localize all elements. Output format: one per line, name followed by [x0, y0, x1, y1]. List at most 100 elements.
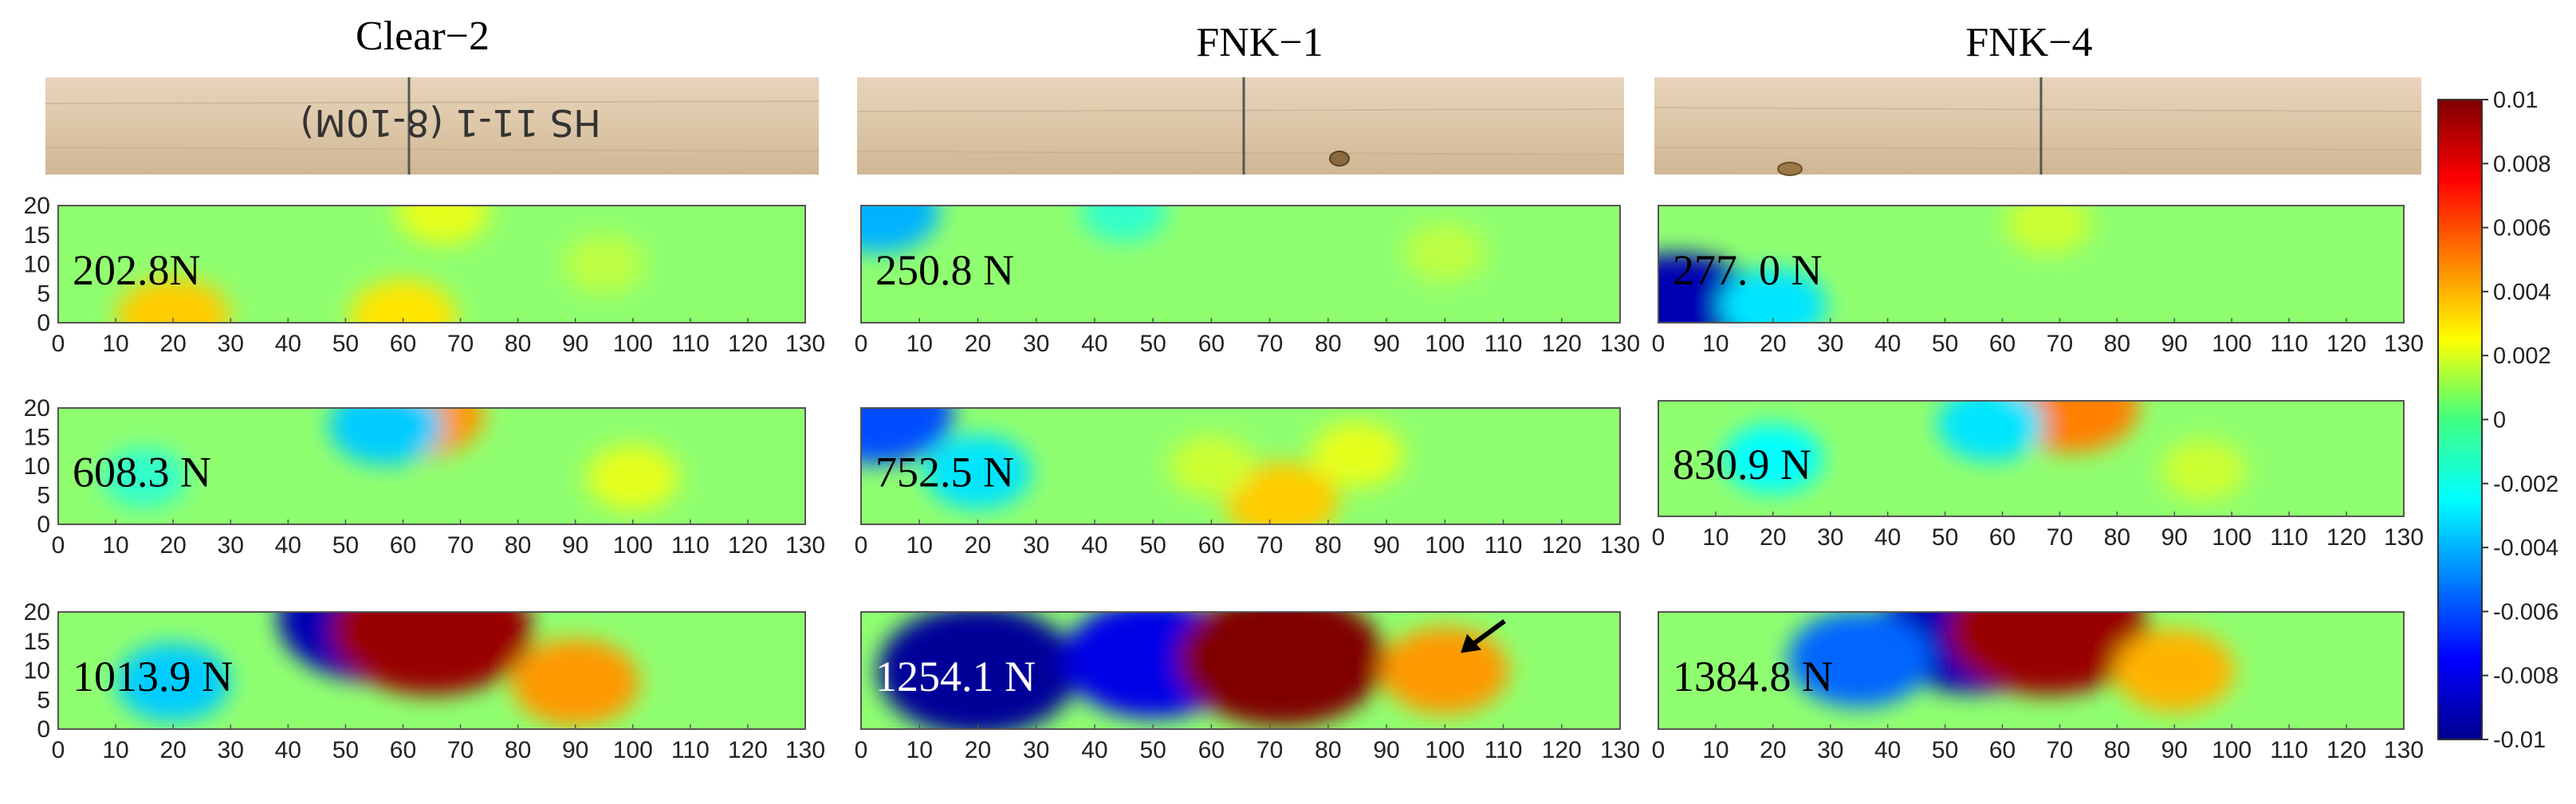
x-tick-label: 0: [855, 532, 868, 559]
heatmap-panel: 608.3 N0 10 20 30 40 50 60 70 80 90 100 110 120 13005…: [24, 395, 825, 559]
x-tick-label: 10: [1702, 737, 1728, 763]
strain-feature: [332, 612, 532, 696]
x-tick-label: 0: [1652, 524, 1666, 551]
x-tick-label: 90: [562, 532, 588, 559]
x-tick-label: 110: [671, 331, 710, 357]
x-tick-label: 40: [1874, 331, 1901, 357]
x-tick-label: 30: [1817, 524, 1843, 551]
heatmap-panel: 1384.8 N 0 10 20 30 40 50 60 70 80 90 100 110 120 130: [1652, 611, 2424, 763]
x-tick-label: 0: [855, 737, 868, 763]
panel-frame: [57, 611, 806, 730]
x-tick-label: 110: [1485, 331, 1523, 357]
x-tick-label: 100: [1425, 532, 1465, 559]
strain-feature: [101, 447, 187, 508]
x-tick-label: 100: [1425, 737, 1465, 763]
x-tick-label: 20: [965, 532, 991, 559]
x-tick-label: 110: [1485, 532, 1523, 559]
x-tick-label: 120: [728, 737, 768, 763]
x-tick-label: 50: [332, 532, 359, 559]
x-tick-label: 40: [1081, 532, 1107, 559]
x-tick-label: 60: [1198, 532, 1225, 559]
colorbar-tick-label: 0: [2493, 408, 2506, 433]
x-tick-label: 40: [275, 737, 301, 763]
x-tick-label: 120: [728, 331, 768, 357]
strain-feature: [2005, 206, 2091, 254]
x-tick-label: 40: [275, 331, 301, 357]
x-tick-label: 110: [671, 532, 710, 559]
x-tick-label: 110: [2270, 737, 2308, 763]
x-tick-label: 60: [390, 737, 416, 763]
load-label: 830.9 N: [1673, 441, 1811, 488]
x-tick-label: 50: [332, 737, 359, 763]
x-tick-label: 50: [1932, 737, 1958, 763]
y-tick-label: 0: [37, 716, 50, 743]
x-tick-label: 110: [1485, 737, 1523, 763]
colorbar-tick-label: 0.006: [2493, 216, 2551, 241]
strain-feature: [586, 445, 679, 511]
x-tick-label: 30: [218, 737, 244, 763]
x-tick-label: 60: [390, 331, 416, 357]
x-tick-label: 80: [1315, 737, 1341, 763]
strain-feature: [861, 408, 954, 465]
colorbar-tick-label: -0.004: [2493, 535, 2558, 561]
x-tick-label: 60: [1989, 737, 2016, 763]
x-tick-label: 80: [505, 331, 531, 357]
strain-feature: [861, 206, 939, 253]
strain-feature: [1787, 612, 1931, 708]
x-tick-label: 110: [2270, 331, 2308, 357]
y-tick-label: 15: [24, 222, 50, 249]
y-tick-label: 0: [37, 310, 50, 336]
specimen-photo-fnk-1: [856, 77, 1625, 175]
x-tick-label: 130: [785, 331, 825, 357]
x-tick-label: 10: [907, 532, 933, 559]
strain-feature: [1380, 626, 1509, 715]
x-tick-label: 130: [785, 737, 825, 763]
x-tick-label: 130: [2384, 524, 2424, 551]
x-tick-label: 10: [102, 331, 128, 357]
x-tick-label: 50: [1139, 532, 1166, 559]
x-tick-label: 40: [1081, 737, 1107, 763]
panel-frame: [1658, 400, 2405, 517]
strain-feature: [1948, 612, 2149, 696]
y-tick-label: 5: [37, 483, 50, 509]
x-tick-label: 0: [52, 532, 65, 559]
strain-feature: [349, 280, 457, 323]
panel-frame: [860, 205, 1621, 324]
strain-feature: [2160, 439, 2246, 501]
x-tick-label: 100: [2212, 524, 2252, 551]
x-tick-label: 60: [390, 532, 416, 559]
colorbar-tick-label: 0.004: [2493, 280, 2551, 305]
panel-frame: [1658, 205, 2405, 324]
x-tick-label: 80: [505, 737, 531, 763]
knot: [1329, 151, 1350, 167]
x-tick-label: 10: [1702, 524, 1728, 551]
x-tick-label: 130: [1600, 331, 1640, 357]
specimen-handwriting: HS 11-1 (8-10M): [300, 101, 600, 144]
y-tick-label: 0: [37, 512, 50, 538]
colorbar-tick-label: -0.002: [2493, 472, 2558, 497]
strain-feature: [1081, 206, 1167, 242]
load-label: 1384.8 N: [1673, 653, 1833, 700]
x-tick-label: 0: [52, 737, 65, 763]
colorbar-tick-label: 0.008: [2493, 151, 2551, 177]
y-tick-label: 5: [37, 280, 50, 307]
y-tick-label: 20: [24, 599, 50, 626]
x-tick-label: 90: [1373, 532, 1399, 559]
x-tick-label: 0: [52, 331, 65, 357]
x-tick-label: 100: [613, 532, 653, 559]
strain-feature: [1723, 423, 1823, 494]
strain-feature: [1404, 223, 1486, 282]
x-tick-label: 90: [2161, 524, 2188, 551]
arrow-head: [1461, 633, 1482, 653]
x-tick-label: 20: [1760, 331, 1786, 357]
strain-feature: [563, 234, 645, 294]
x-tick-label: 120: [2326, 737, 2366, 763]
x-tick-label: 120: [1542, 532, 1582, 559]
x-tick-label: 130: [1600, 737, 1640, 763]
heatmap-panel: 1254.1 N 0 10 20 30 40 50 60 70 80 90 100 110 120 130: [855, 611, 1640, 763]
strain-feature: [1224, 461, 1339, 524]
specimen-photo-fnk-4: [1654, 77, 2422, 176]
x-tick-label: 70: [1257, 331, 1283, 357]
strain-feature: [1168, 435, 1254, 497]
colorbar-tick-label: -0.008: [2493, 664, 2558, 689]
